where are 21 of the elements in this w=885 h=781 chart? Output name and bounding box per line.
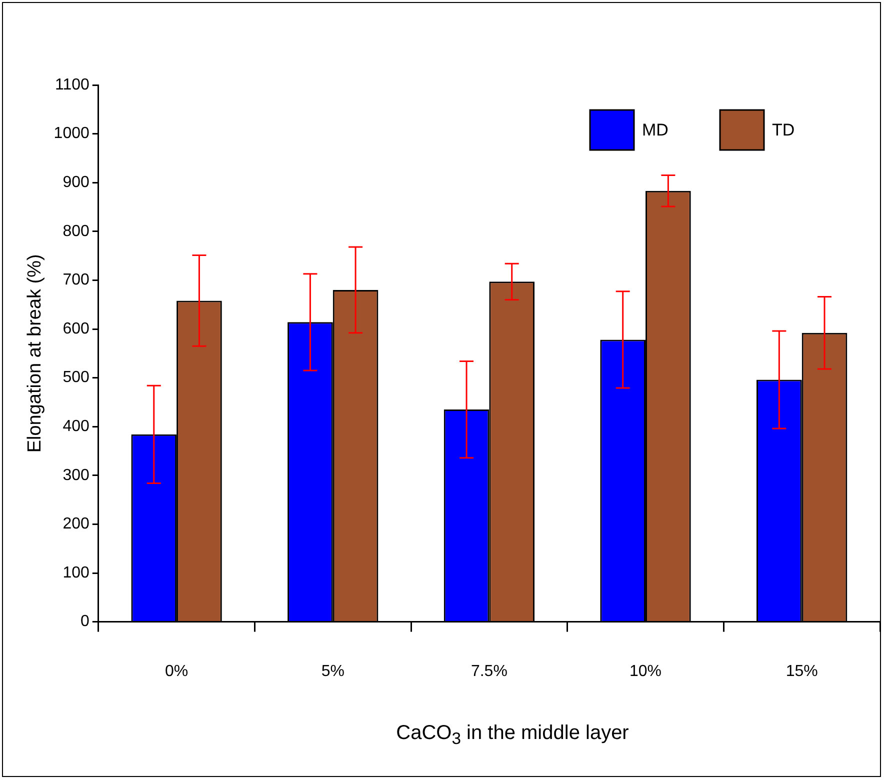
x-axis-title: CaCO$_{3}$ in the middle layer [395,722,630,749]
y-axis-title: Elongation at break (%) [24,254,46,453]
legend-label: TD [772,120,795,140]
legend-label: MD [642,120,668,140]
y-tick-label: 800 [62,222,90,240]
y-tick-label: 1000 [54,125,90,142]
y-tick-label: 1100 [54,76,90,94]
y-tick-label: 900 [62,174,90,192]
y-tick-label: 500 [62,369,90,386]
y-tick-label: 300 [62,466,90,484]
y-tick-label: 100 [62,564,90,582]
x-tick-label: 15% [786,662,818,680]
x-tick-label: 10% [630,662,662,680]
x-tick-label: 7.5% [470,662,508,680]
y-tick-label: 200 [62,516,90,533]
y-tick-label: 600 [62,320,90,338]
y-tick-label: 700 [62,272,90,289]
x-tick-label: 0% [164,662,188,680]
x-tick-label: 5% [321,662,344,680]
y-tick-label: 400 [62,418,90,436]
y-tick-label: 0 [80,613,90,630]
